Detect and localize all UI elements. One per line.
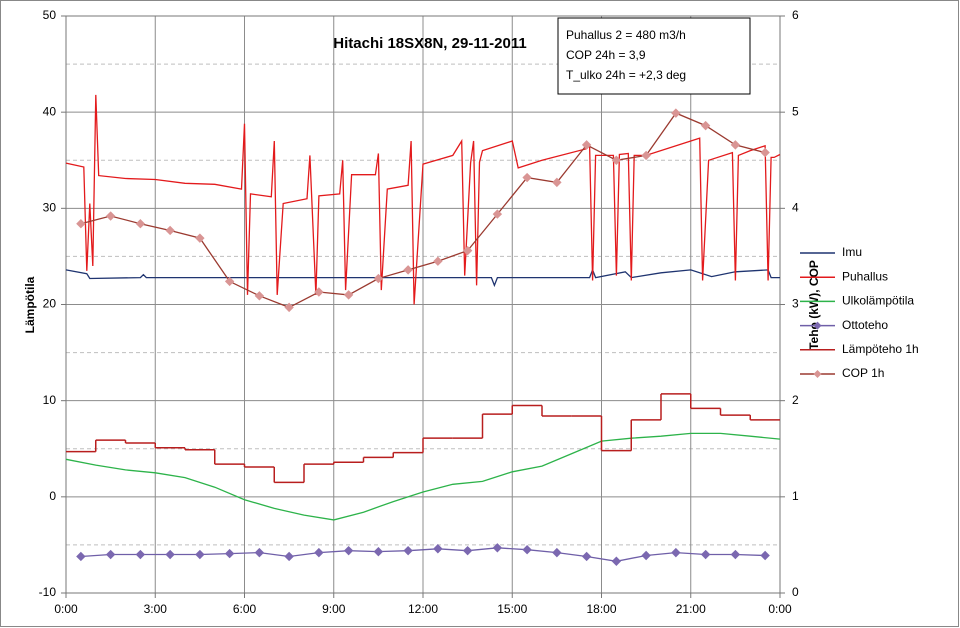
- y-tick-label: 20: [43, 297, 57, 311]
- y-tick-label: 50: [43, 8, 57, 22]
- legend-label: Ottoteho: [842, 318, 888, 332]
- marker: [641, 150, 651, 161]
- marker: [492, 543, 503, 553]
- annotation: COP 24h = 3,9: [566, 48, 646, 62]
- marker: [165, 549, 175, 560]
- y2-tick-label: 3: [792, 297, 799, 311]
- marker: [522, 172, 532, 183]
- marker: [135, 219, 146, 229]
- marker: [284, 551, 294, 562]
- marker: [373, 546, 384, 557]
- annotation-box: [557, 17, 751, 95]
- y-tick-label: 10: [43, 393, 57, 407]
- marker: [611, 556, 622, 566]
- marker: [254, 291, 265, 301]
- marker: [254, 547, 265, 558]
- x-tick-label: 15:00: [497, 602, 527, 616]
- marker: [700, 549, 711, 560]
- marker: [403, 545, 413, 556]
- marker: [760, 550, 770, 561]
- x-tick-label: 6:00: [233, 602, 257, 616]
- series: [65, 94, 781, 566]
- marker: [105, 211, 116, 221]
- legend-label: COP 1h: [842, 366, 884, 380]
- x-tick-label: 12:00: [408, 602, 438, 616]
- marker: [403, 265, 413, 275]
- marker: [105, 549, 116, 560]
- marker: [135, 549, 146, 560]
- marker: [433, 544, 443, 554]
- y-tick-label: 0: [49, 489, 56, 503]
- marker: [641, 550, 651, 561]
- marker: [314, 287, 324, 297]
- marker: [552, 547, 562, 558]
- y2-tick-label: 6: [792, 8, 799, 22]
- x-tick-label: 0:00: [768, 602, 792, 616]
- marker: [611, 155, 622, 165]
- y-tick-label: 40: [43, 104, 57, 118]
- marker: [224, 548, 235, 559]
- x-tick-label: 18:00: [586, 602, 616, 616]
- y2-tick-label: 2: [792, 393, 799, 407]
- marker: [224, 276, 235, 287]
- marker: [671, 108, 681, 118]
- legend-marker: [813, 321, 822, 330]
- legend-label: Lämpöteho 1h: [842, 342, 919, 356]
- marker: [76, 219, 86, 229]
- x-tick-label: 9:00: [322, 602, 346, 616]
- series-line: [65, 94, 781, 305]
- legend: Imu Puhallus Ulkolämpötila Ottoteho Lämpöteh…: [800, 245, 919, 380]
- marker: [284, 302, 294, 313]
- y-axis-label: Lämpötila: [23, 276, 37, 333]
- marker: [671, 547, 681, 558]
- series-line: [80, 547, 766, 562]
- marker: [195, 549, 205, 560]
- marker: [195, 233, 205, 243]
- annotation: T_ulko 24h = +2,3 deg: [566, 68, 686, 82]
- legend-label: Puhallus: [842, 269, 888, 283]
- marker: [552, 177, 562, 188]
- marker: [314, 547, 324, 558]
- y2-tick-label: 0: [792, 585, 799, 599]
- marker: [522, 545, 532, 555]
- series-line: [80, 112, 766, 309]
- marker: [462, 245, 473, 256]
- annotation: Puhallus 2 = 480 m3/h: [566, 28, 686, 42]
- marker: [462, 545, 473, 556]
- legend-marker: [813, 370, 822, 378]
- chart-title: Hitachi 18SX8N, 29-11-2011: [333, 35, 526, 52]
- marker: [373, 273, 384, 284]
- y2-tick-label: 5: [792, 104, 799, 118]
- marker: [760, 147, 770, 158]
- marker: [343, 545, 354, 556]
- marker: [343, 290, 354, 300]
- y2-tick-label: 1: [792, 489, 799, 503]
- legend-label: Imu: [842, 245, 862, 259]
- marker: [730, 140, 741, 150]
- marker: [581, 551, 592, 562]
- x-tick-label: 0:00: [54, 602, 78, 616]
- marker: [165, 225, 175, 236]
- marker: [700, 120, 711, 131]
- y-tick-label: -10: [39, 585, 57, 599]
- marker: [581, 140, 592, 150]
- y2-axis-label: Teho (kW), COP: [807, 260, 821, 350]
- y2-tick-label: 4: [792, 201, 799, 215]
- x-tick-label: 21:00: [676, 602, 706, 616]
- marker: [730, 549, 741, 560]
- x-tick-label: 3:00: [144, 602, 168, 616]
- legend-label: Ulkolämpötila: [842, 294, 914, 308]
- marker: [492, 209, 503, 219]
- y-tick-label: 30: [43, 201, 57, 215]
- marker: [433, 256, 443, 266]
- marker: [76, 551, 86, 562]
- series-line: [65, 432, 781, 521]
